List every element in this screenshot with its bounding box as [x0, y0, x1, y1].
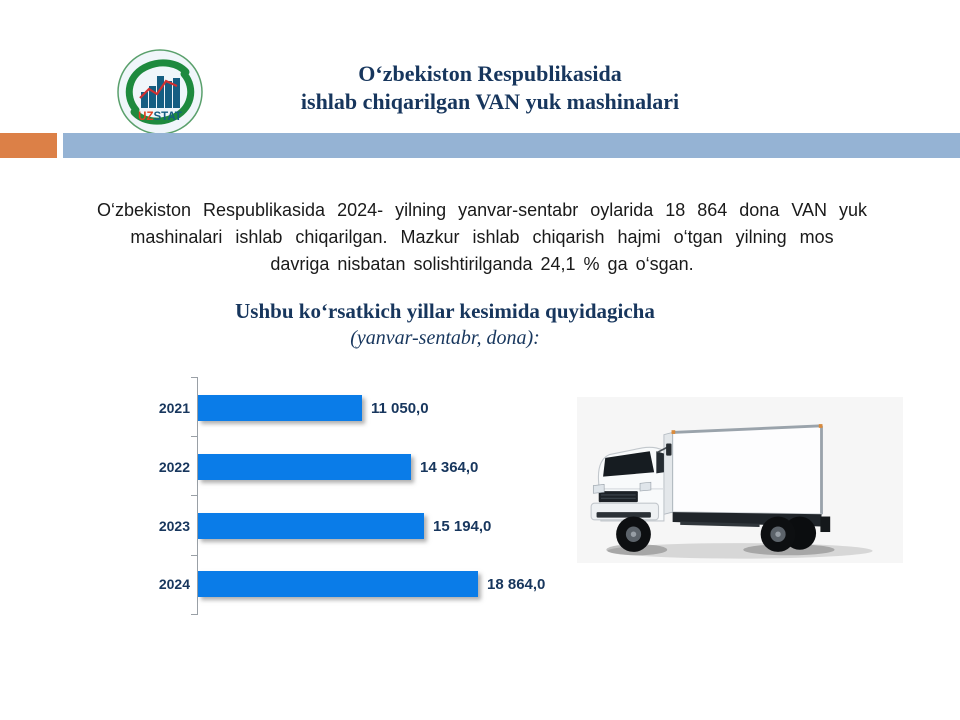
bar-row: 11 050,0	[198, 395, 429, 421]
axis-tick	[191, 377, 198, 378]
logo-bar-chart-icon	[139, 76, 180, 108]
truck-side-rail	[680, 521, 760, 528]
bar-2022	[198, 454, 411, 480]
accent-band-blue	[63, 133, 960, 158]
bar-row: 15 194,0	[198, 513, 491, 539]
logo-trend-line	[139, 79, 178, 99]
section-heading: Ushbu ko‘rsatkich yillar kesimida quyida…	[235, 299, 655, 323]
value-label-2021: 11 050,0	[371, 399, 429, 417]
uzstat-logo: UZSTAT	[117, 49, 203, 135]
truck-mirror	[666, 443, 672, 456]
bar-2021	[198, 395, 362, 421]
page-title: O‘zbekiston Respublikasida ishlab chiqar…	[180, 60, 800, 116]
intro-paragraph: O‘zbekiston Respublikasida 2024- yilning…	[62, 197, 902, 278]
axis-tick	[191, 495, 198, 496]
truck-image	[577, 397, 903, 563]
section-subheading: (yanvar-sentabr, dona):	[350, 327, 540, 349]
year-label-2021: 2021	[158, 400, 190, 416]
year-label-2023: 2023	[158, 518, 190, 534]
box-truck-illustration	[577, 397, 903, 563]
year-label-2024: 2024	[158, 576, 190, 592]
title-line-1: O‘zbekiston Respublikasida	[358, 61, 622, 86]
truck-side-window	[656, 451, 664, 474]
year-label-2022: 2022	[158, 459, 190, 475]
truck-grille	[598, 491, 638, 503]
truck-windshield	[603, 451, 655, 477]
logo-swoosh	[125, 59, 195, 125]
intro-line: davriga nisbatan solishtirilganda 24,1 %…	[270, 254, 694, 274]
bar-chart: 2021 2022 2023 2024 11 050,0 14 364,0 15…	[152, 377, 582, 617]
accent-band-orange	[0, 133, 57, 158]
value-label-2024: 18 864,0	[487, 575, 546, 593]
truck-headlight	[592, 484, 605, 494]
axis-tick	[191, 555, 198, 556]
logo-text: UZSTAT	[138, 111, 182, 123]
axis-tick	[191, 436, 198, 437]
value-label-2023: 15 194,0	[433, 517, 492, 535]
bar-2023	[198, 513, 424, 539]
truck-cargo-box	[663, 424, 831, 533]
value-label-2022: 14 364,0	[420, 458, 479, 476]
axis-tick	[191, 614, 198, 615]
intro-line: mashinalari ishlab chiqarilgan. Mazkur i…	[130, 227, 834, 247]
truck-cab	[590, 443, 672, 522]
bar-row: 18 864,0	[198, 571, 545, 597]
truck-wheels	[616, 516, 817, 552]
title-line-2: ishlab chiqarilgan VAN yuk mashinalari	[300, 89, 680, 114]
bar-row: 14 364,0	[198, 454, 478, 480]
truck-headlight	[639, 481, 652, 492]
bar-2024	[198, 571, 478, 597]
section-heading-block: Ushbu ko‘rsatkich yillar kesimida quyida…	[125, 298, 765, 352]
intro-line: O‘zbekiston Respublikasida 2024- yilning…	[96, 200, 868, 220]
